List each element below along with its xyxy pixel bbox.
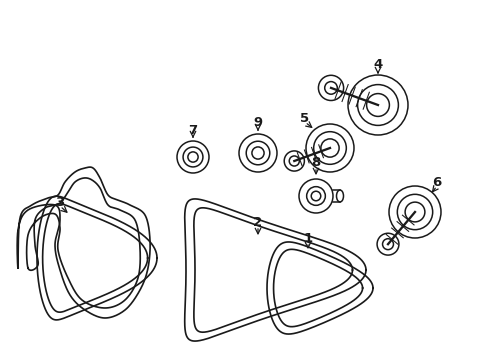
Text: 7: 7 — [188, 123, 197, 136]
Text: 6: 6 — [431, 175, 441, 189]
Text: 2: 2 — [253, 216, 262, 229]
Text: 3: 3 — [55, 195, 64, 208]
Text: 1: 1 — [303, 231, 312, 244]
Text: 8: 8 — [311, 157, 320, 170]
Text: 9: 9 — [253, 117, 262, 130]
Text: 4: 4 — [373, 58, 382, 72]
Text: 5: 5 — [300, 112, 309, 125]
